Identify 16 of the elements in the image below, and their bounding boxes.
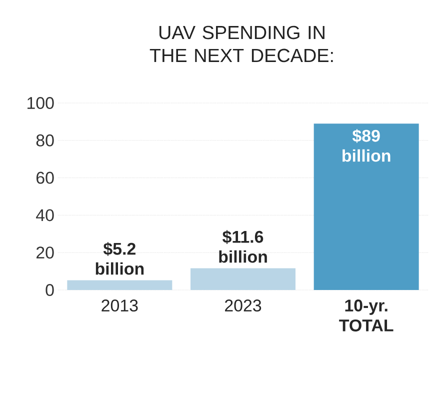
data-label: $5.2 billion (96, 242, 144, 275)
y-tick-label: 100 (28, 97, 54, 109)
bar (314, 124, 419, 290)
y-tick-label: 80 (36, 134, 54, 146)
data-label: $11.6 billion (219, 230, 267, 263)
data-label: $89 billion (342, 129, 390, 162)
bar (190, 268, 296, 290)
y-tick-label: 20 (36, 246, 54, 259)
chart-title: UAV SPENDING IN THE NEXT DECADE: (150, 26, 333, 62)
y-tick-label: 40 (36, 209, 54, 222)
y-tick-label: 60 (36, 172, 54, 184)
x-tick-label: 2023 (225, 300, 262, 312)
x-tick-label: 2013 (102, 300, 138, 312)
y-tick-label: 0 (46, 284, 54, 296)
bar (67, 280, 172, 290)
x-tick-label: 10-yr. TOTAL (339, 300, 394, 332)
